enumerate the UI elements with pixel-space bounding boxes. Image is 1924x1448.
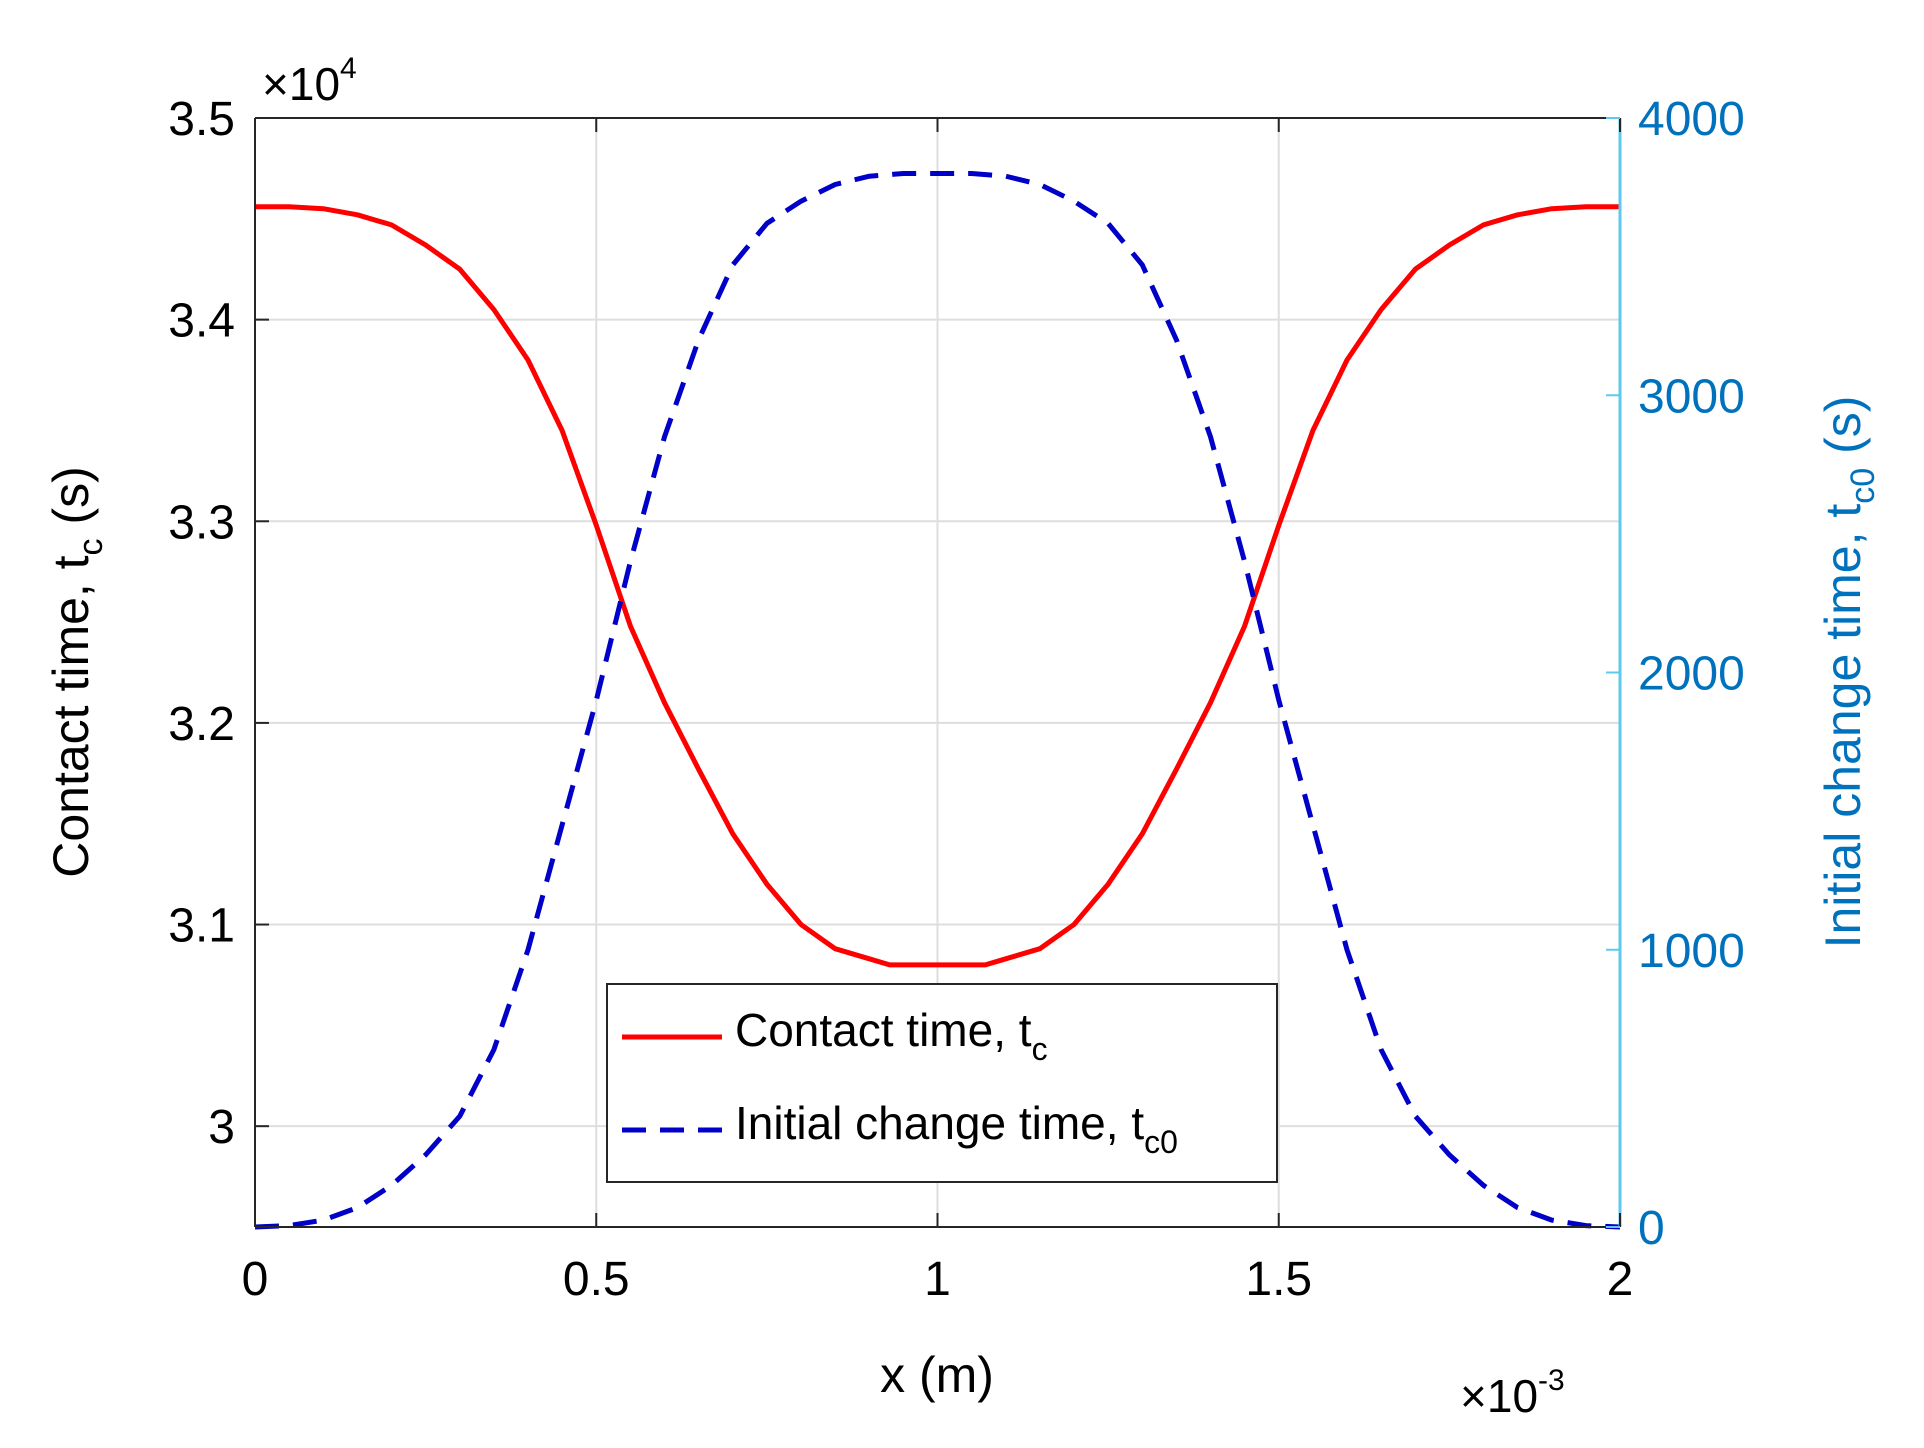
y-left-tick-label-4: 3.4 (168, 295, 235, 348)
x-tick-label-1: 0.5 (563, 1253, 630, 1306)
legend-label-contact-time-main: Contact time, t (735, 1004, 1032, 1056)
legend-label-contact-time: Contact time, tc (735, 1004, 1048, 1067)
series-line-initial-change-time (254, 171, 1621, 1230)
x-tick-label-4: 2 (1607, 1253, 1634, 1306)
y-left-tick-label-2: 3.2 (168, 698, 235, 751)
y-right-label-main: Initial change time, t (1815, 504, 1871, 949)
legend-label-initial-change-time-main: Initial change time, t (735, 1097, 1144, 1149)
y-left-tick-label-0: 3 (208, 1101, 235, 1154)
y-right-tick-label-1: 1000 (1638, 925, 1745, 978)
x-tick-label-2: 1 (924, 1253, 951, 1306)
y-right-tick-label-2: 2000 (1638, 648, 1745, 701)
legend-label-initial-change-time-sub: c0 (1144, 1124, 1178, 1160)
y-left-tick-label-3: 3.3 (168, 496, 235, 549)
legend-box (606, 983, 1278, 1183)
y-left-multiplier: ×104 (262, 52, 357, 110)
x-tick-label-0: 0 (242, 1253, 269, 1306)
legend: Contact time, tc Initial change time, tc… (606, 983, 1278, 1183)
x-multiplier-base: ×10 (1460, 1370, 1538, 1422)
y-left-multiplier-base: ×10 (262, 58, 340, 110)
y-left-label-sub: c (72, 538, 110, 555)
y-left-tick-label-1: 3.1 (168, 900, 235, 953)
x-tick-label-3: 1.5 (1245, 1253, 1312, 1306)
x-multiplier: ×10-3 (1460, 1364, 1565, 1422)
y-left-tick-label-5: 3.5 (168, 93, 235, 146)
y-right-label-sub: c0 (1844, 468, 1882, 504)
legend-label-initial-change-time: Initial change time, tc0 (735, 1097, 1178, 1160)
x-multiplier-exp: -3 (1538, 1364, 1565, 1397)
y-left-multiplier-exp: 4 (340, 52, 357, 85)
legend-label-contact-time-sub: c (1032, 1031, 1048, 1067)
y-right-tick-label-3: 3000 (1638, 370, 1745, 423)
y-left-label-main: Contact time, t (43, 555, 99, 877)
y-left-axis-label: Contact time, tc (s) (43, 466, 110, 878)
ticks: 0 0.5 1 1.5 2 3 3.1 3.2 3.3 3.4 3.5 0 1000 2000 3000 40… (168, 93, 1745, 1306)
x-axis-label: x (m) (880, 1347, 994, 1403)
y-right-tick-label-0: 0 (1638, 1202, 1665, 1255)
y-left-label-tail: (s) (43, 466, 99, 538)
y-right-label-tail: (s) (1815, 396, 1871, 468)
y-right-tick-label-4: 4000 (1638, 93, 1745, 146)
series-line-contact-time (255, 204, 1620, 968)
y-right-axis-label: Initial change time, tc0 (s) (1815, 396, 1882, 949)
series-layer (254, 171, 1621, 1230)
